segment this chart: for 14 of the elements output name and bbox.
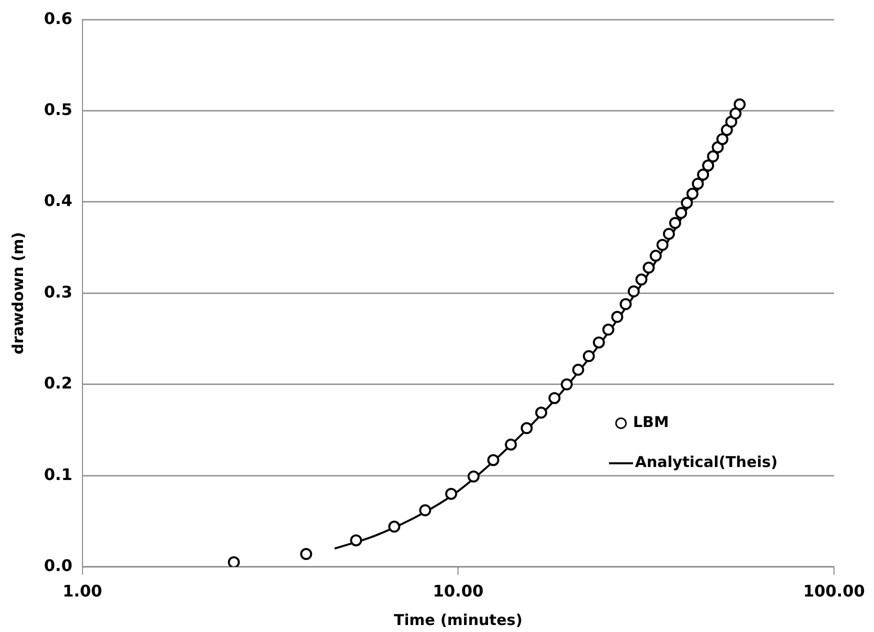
x-tick-label: 10.00 <box>432 582 484 601</box>
y-tick-label: 0.2 <box>44 374 72 393</box>
x-tick-label: 100.00 <box>803 582 865 601</box>
legend-label: Analytical(Theis) <box>635 453 778 472</box>
y-tick-label: 0.0 <box>44 556 72 575</box>
x-axis-title: Time (minutes) <box>394 610 522 629</box>
x-tick-label: 1.00 <box>62 582 102 601</box>
y-axis-title: drawdown (m) <box>8 232 27 354</box>
y-tick-label: 0.1 <box>44 464 72 484</box>
y-tick-label: 0.3 <box>44 282 72 302</box>
y-tick-label: 0.5 <box>44 100 72 119</box>
y-tick-label: 0.6 <box>44 8 72 28</box>
legend-label: LBM <box>633 413 669 432</box>
y-tick-label: 0.4 <box>44 191 72 210</box>
